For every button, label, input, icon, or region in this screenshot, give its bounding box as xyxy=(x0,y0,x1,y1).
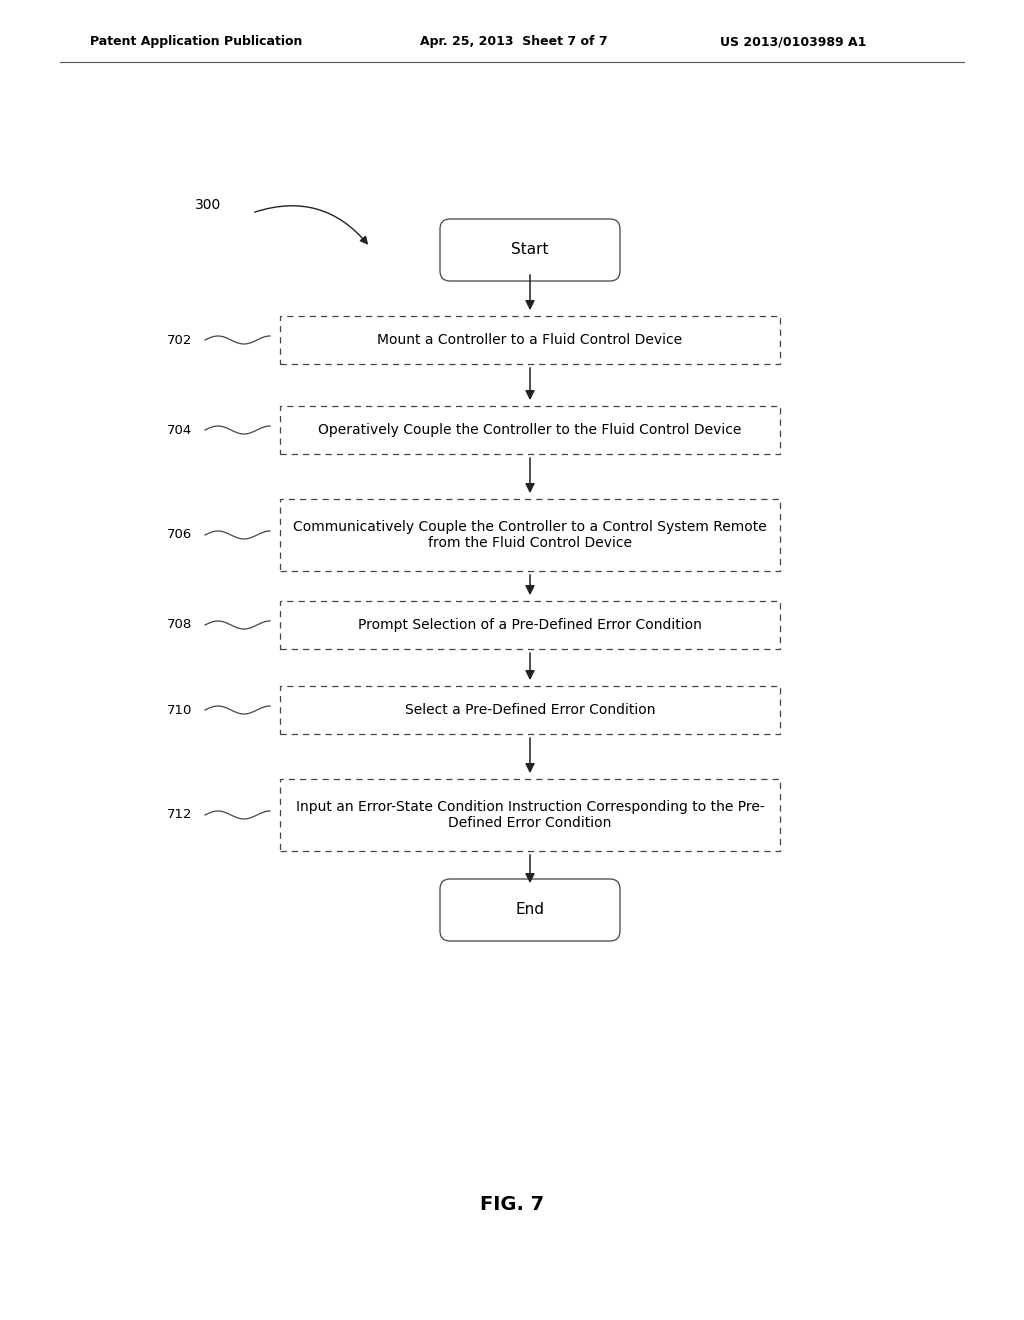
Bar xyxy=(280,407,780,454)
Text: 712: 712 xyxy=(167,808,193,821)
Bar xyxy=(280,499,780,572)
Text: Mount a Controller to a Fluid Control Device: Mount a Controller to a Fluid Control De… xyxy=(378,333,683,347)
Text: US 2013/0103989 A1: US 2013/0103989 A1 xyxy=(720,36,866,49)
Text: 706: 706 xyxy=(167,528,193,541)
Text: Apr. 25, 2013  Sheet 7 of 7: Apr. 25, 2013 Sheet 7 of 7 xyxy=(420,36,607,49)
Bar xyxy=(280,779,780,851)
Text: 704: 704 xyxy=(167,424,193,437)
Text: 300: 300 xyxy=(195,198,221,213)
Text: Select a Pre-Defined Error Condition: Select a Pre-Defined Error Condition xyxy=(404,704,655,717)
Text: 710: 710 xyxy=(167,704,193,717)
FancyBboxPatch shape xyxy=(440,879,620,941)
Text: 702: 702 xyxy=(167,334,193,346)
FancyBboxPatch shape xyxy=(440,219,620,281)
Text: Patent Application Publication: Patent Application Publication xyxy=(90,36,302,49)
Bar xyxy=(280,601,780,649)
Bar xyxy=(280,315,780,364)
Text: Prompt Selection of a Pre-Defined Error Condition: Prompt Selection of a Pre-Defined Error … xyxy=(358,618,701,632)
Text: End: End xyxy=(515,903,545,917)
Text: FIG. 7: FIG. 7 xyxy=(480,1196,544,1214)
Text: 708: 708 xyxy=(167,619,193,631)
Bar xyxy=(280,686,780,734)
Text: Operatively Couple the Controller to the Fluid Control Device: Operatively Couple the Controller to the… xyxy=(318,422,741,437)
Text: Input an Error-State Condition Instruction Corresponding to the Pre-
Defined Err: Input an Error-State Condition Instructi… xyxy=(296,800,764,830)
FancyArrowPatch shape xyxy=(255,206,368,244)
Text: Communicatively Couple the Controller to a Control System Remote
from the Fluid : Communicatively Couple the Controller to… xyxy=(293,520,767,550)
Text: Start: Start xyxy=(511,243,549,257)
